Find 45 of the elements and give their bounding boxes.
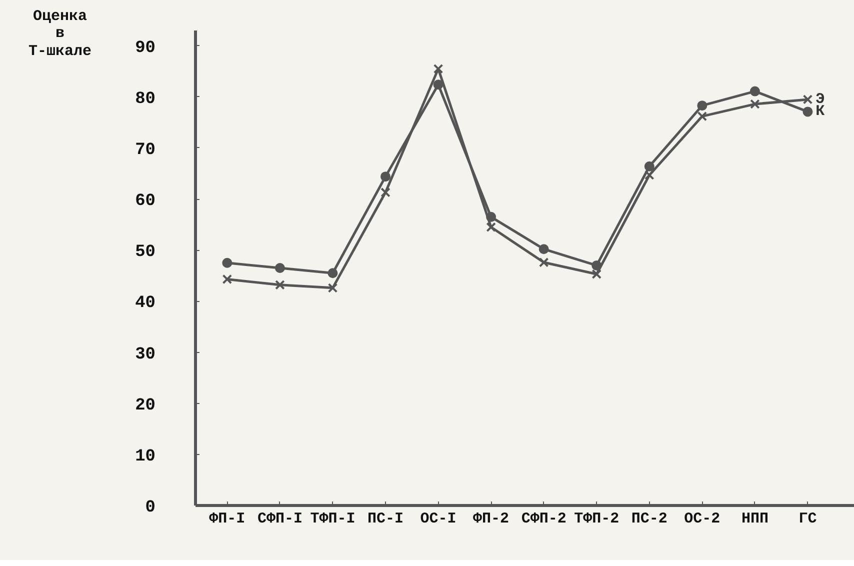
x-tick-label: ПС-2 (631, 510, 668, 528)
point (697, 100, 708, 111)
x-tick-label: ОС-2 (684, 510, 720, 528)
point (433, 80, 444, 90)
x-tick-label: ПС-I (367, 510, 404, 528)
point (750, 86, 760, 96)
point (222, 274, 232, 284)
y-axis-title: Оценка в Т-шкале (28, 8, 92, 60)
point (592, 269, 602, 280)
point (802, 94, 813, 104)
point (328, 268, 338, 278)
y-tick-label: 80 (135, 90, 156, 109)
point (644, 170, 654, 180)
point (644, 161, 654, 172)
point (222, 258, 232, 268)
y-tick-label: 90 (135, 38, 156, 58)
y-tick-label: 60 (135, 192, 156, 212)
x-tick-label: ТФП-I (310, 510, 356, 528)
y-tick-label: 30 (135, 345, 156, 364)
point (538, 244, 549, 254)
point (275, 280, 285, 290)
y-tick-label: 20 (135, 396, 156, 416)
x-tick-label: ОС-I (420, 510, 456, 528)
y-tick-label: 40 (135, 294, 156, 314)
point (433, 64, 444, 74)
point (697, 111, 708, 122)
y-tick-label: 10 (135, 447, 156, 466)
x-tick-label: СФП-I (257, 510, 302, 528)
point (486, 222, 496, 232)
x-tick-label: ГС (798, 510, 817, 528)
point (380, 172, 390, 182)
point (802, 106, 813, 117)
point (274, 263, 285, 273)
x-tick-label: НПП (741, 510, 768, 528)
point (328, 283, 338, 293)
y-tick-label: 0 (145, 498, 156, 518)
point (538, 257, 549, 268)
y-tick-label: 50 (135, 243, 156, 262)
x-tick-label: СФП-2 (521, 510, 566, 528)
x-tick-label: ТФП-2 (574, 510, 620, 528)
point (750, 99, 760, 109)
point (380, 188, 390, 198)
x-tick-label: ФП-I (209, 510, 246, 528)
x-tick-label: ФП-2 (473, 510, 510, 528)
y-tick-label: 70 (135, 140, 156, 160)
